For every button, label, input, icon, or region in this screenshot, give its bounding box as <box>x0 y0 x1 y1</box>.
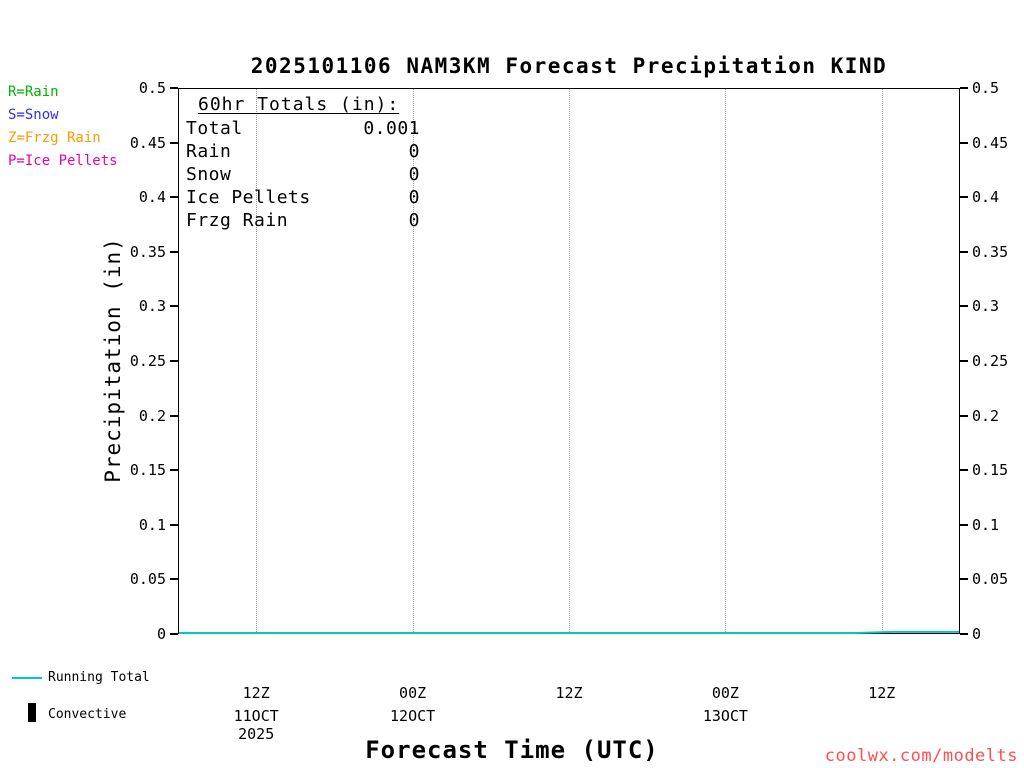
y-tick-mark-left <box>170 360 178 362</box>
type-legend-item: P=Ice Pellets <box>8 153 118 169</box>
x-tick-label: 12Z <box>555 684 583 702</box>
precip-type-legend: R=Rain S=Snow Z=Frzg Rain P=Ice Pellets <box>8 81 118 173</box>
running-total-swatch <box>12 677 42 679</box>
x-tick-label: 12Z <box>868 684 896 702</box>
y-tick-label-right: 0.4 <box>972 188 1000 207</box>
plot-area: 60hr Totals (in): Total 0.001 Rain 0 Snow 0 Ic… <box>178 88 960 634</box>
totals-row-value: 0.001 <box>363 118 420 139</box>
y-tick-mark-left <box>170 196 178 199</box>
x-year-label: 2025 <box>238 725 275 743</box>
convective-label: Convective <box>48 707 127 722</box>
y-tick-label-left: 0.2 <box>138 406 166 425</box>
y-tick-label-right: 0.15 <box>972 461 1009 480</box>
y-tick-label-left: 0.45 <box>129 133 166 152</box>
y-tick-mark-left <box>170 523 178 526</box>
totals-row-label: Ice Pellets <box>186 187 311 208</box>
y-tick-mark-right <box>960 633 968 635</box>
totals-row: Total 0.001 <box>186 117 420 140</box>
y-tick-label-left: 0.25 <box>129 352 166 370</box>
totals-box: 60hr Totals (in): Total 0.001 Rain 0 Snow 0 Ic… <box>186 93 420 232</box>
totals-row-value: 0 <box>408 141 420 162</box>
totals-row-label: Snow <box>186 164 232 185</box>
y-tick-mark-left <box>170 305 178 308</box>
type-legend-item: S=Snow <box>8 107 59 123</box>
y-tick-mark-left <box>170 578 178 581</box>
y-tick-mark-right <box>960 305 968 308</box>
type-legend-item: R=Rain <box>8 84 59 100</box>
totals-row-value: 0 <box>408 164 420 185</box>
y-tick-mark-right <box>960 414 968 417</box>
x-gridline <box>725 89 727 632</box>
y-tick-label-right: 0.5 <box>972 79 1000 97</box>
y-tick-mark-right <box>960 141 968 144</box>
totals-heading: 60hr Totals (in): <box>198 94 400 115</box>
y-tick-label-left: 0 <box>156 625 166 643</box>
y-tick-label-left: 0.3 <box>138 297 166 316</box>
y-tick-label-right: 0.3 <box>972 297 1000 316</box>
x-axis-label: Forecast Time (UTC) <box>365 736 659 764</box>
x-date-label: 12OCT <box>390 707 436 725</box>
y-tick-mark-right <box>960 87 968 89</box>
x-gridline <box>881 89 883 632</box>
y-tick-mark-left <box>170 141 178 144</box>
x-tick-label: 00Z <box>711 684 739 702</box>
y-tick-mark-right <box>960 469 968 472</box>
y-tick-mark-right <box>960 523 968 526</box>
y-tick-mark-left <box>170 250 178 253</box>
y-tick-label-right: 0.45 <box>972 133 1009 152</box>
y-tick-mark-right <box>960 250 968 253</box>
y-tick-label-left: 0.1 <box>138 515 166 534</box>
chart-title: 2025101106 NAM3KM Forecast Precipitation… <box>250 54 888 78</box>
running-total-label: Running Total <box>48 670 150 685</box>
y-tick-mark-right <box>960 196 968 199</box>
totals-row: Frzg Rain 0 <box>186 209 420 232</box>
y-tick-label-right: 0 <box>972 625 982 643</box>
y-tick-label-right: 0.2 <box>972 406 1000 425</box>
x-gridline <box>412 89 414 632</box>
y-tick-label-left: 0.35 <box>129 242 166 261</box>
x-gridline <box>256 89 258 632</box>
totals-row-value: 0 <box>408 187 420 208</box>
totals-row-label: Frzg Rain <box>186 210 289 231</box>
y-tick-label-right: 0.05 <box>972 570 1009 589</box>
totals-row-value: 0 <box>408 210 420 231</box>
x-gridline <box>569 89 570 632</box>
y-tick-mark-left <box>170 414 178 417</box>
y-tick-label-right: 0.35 <box>972 242 1009 261</box>
running-total-line <box>179 630 959 634</box>
x-date-label: 13OCT <box>702 707 748 725</box>
y-tick-mark-right <box>960 578 968 581</box>
y-tick-label-left: 0.5 <box>138 79 166 97</box>
y-tick-mark-left <box>170 87 178 89</box>
y-tick-label-right: 0.25 <box>972 352 1009 370</box>
y-tick-label-left: 0.15 <box>129 461 166 480</box>
y-tick-mark-right <box>960 360 968 362</box>
y-tick-label-right: 0.1 <box>972 515 1000 534</box>
watermark-link[interactable]: coolwx.com/modelts <box>824 746 1018 766</box>
y-tick-mark-left <box>170 469 178 472</box>
x-date-label: 11OCT <box>233 707 279 725</box>
x-tick-label: 00Z <box>399 684 427 702</box>
totals-row: Rain 0 <box>186 140 420 163</box>
x-tick-label: 12Z <box>242 684 270 702</box>
totals-row: Ice Pellets 0 <box>186 186 420 209</box>
totals-row-label: Rain <box>186 141 232 162</box>
totals-row: Snow 0 <box>186 163 420 186</box>
y-tick-label-left: 0.05 <box>129 570 166 589</box>
type-legend-item: Z=Frzg Rain <box>8 130 101 146</box>
totals-rows: Total 0.001 Rain 0 Snow 0 Ice Pellets 0 Frzg Rai… <box>186 117 420 232</box>
totals-row-label: Total <box>186 118 243 139</box>
y-tick-label-left: 0.4 <box>138 188 166 207</box>
y-tick-mark-left <box>170 633 178 635</box>
series-layer <box>179 630 959 634</box>
convective-swatch <box>28 703 36 722</box>
